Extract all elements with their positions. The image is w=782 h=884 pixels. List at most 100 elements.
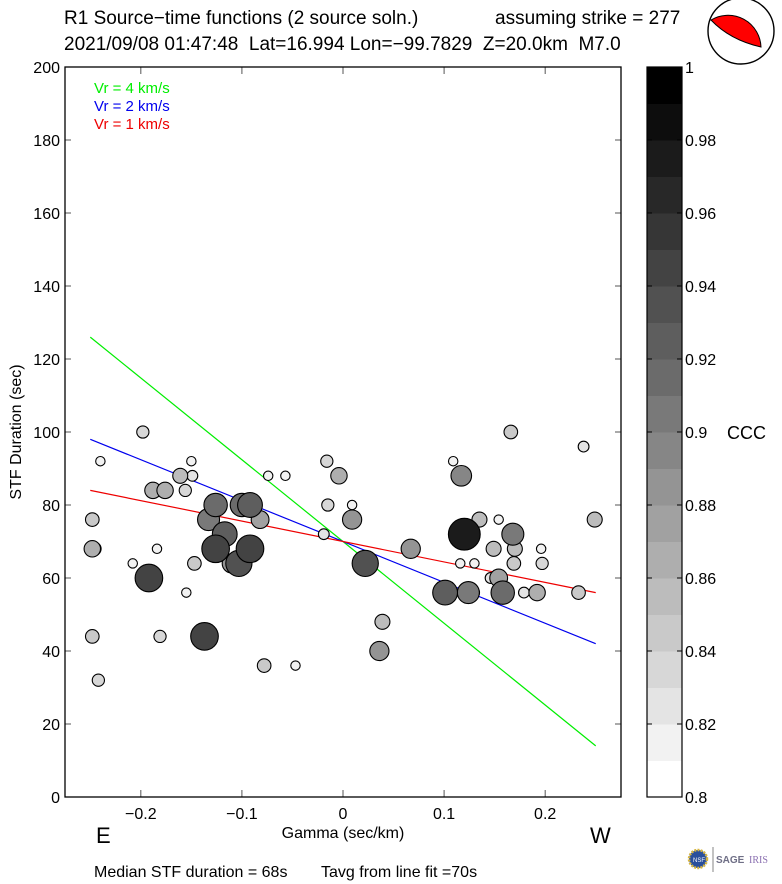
colorbar-band (647, 103, 682, 141)
svg-text:SAGE: SAGE (716, 855, 745, 866)
colorbar-band (647, 687, 682, 725)
sage-iris-logo: NSF SAGE IRIS (687, 847, 768, 872)
x-axis-label: Gamma (sec/km) (282, 825, 405, 842)
x-tick-label: −0.2 (125, 806, 157, 823)
data-point (280, 470, 291, 482)
y-tick-label: 0 (51, 790, 60, 807)
colorbar-band (647, 724, 682, 761)
colorbar-label: CCC (727, 423, 766, 443)
data-point (447, 455, 459, 467)
data-point (172, 467, 189, 484)
data-point (178, 483, 192, 498)
legend-entry: Vr = 2 km/s (94, 98, 170, 115)
data-point (518, 586, 530, 599)
data-points (83, 424, 603, 687)
y-tick-label: 100 (33, 425, 60, 442)
data-point (528, 583, 546, 602)
colorbar-band (647, 760, 682, 798)
y-tick-label: 60 (42, 571, 60, 588)
colorbar-tick-label: 0.92 (685, 352, 716, 369)
data-point (369, 640, 390, 662)
beachball-icon (707, 0, 775, 65)
colorbar-band (647, 213, 682, 250)
colorbar-tick-label: 0.94 (685, 279, 716, 296)
data-point (136, 425, 150, 439)
colorbar-band (647, 322, 682, 360)
colorbar-band (647, 651, 682, 688)
colorbar-tick-label: 0.86 (685, 571, 716, 588)
data-point (84, 512, 100, 527)
y-tick-label: 80 (42, 498, 60, 515)
y-tick-label: 120 (33, 352, 60, 369)
y-tick-label: 140 (33, 279, 60, 296)
data-point (490, 580, 515, 605)
data-point (127, 558, 138, 569)
x-tick-labels: −0.2 −0.1 0 0.1 0.2 (125, 806, 556, 823)
y-tick-label: 180 (33, 133, 60, 150)
strike-label: assuming strike = 277 (495, 8, 681, 29)
x-right-direction-label: W (590, 823, 611, 848)
legend-entry: Vr = 4 km/s (94, 80, 170, 97)
data-point (469, 558, 480, 569)
legend: Vr = 4 km/sVr = 2 km/sVr = 1 km/s (94, 80, 170, 133)
colorbar-band (647, 286, 682, 323)
y-tick-labels: 0 20 40 60 80 100 120 140 160 180 200 (33, 60, 60, 807)
data-point (235, 534, 265, 564)
data-point (447, 517, 481, 551)
x-tick-label: 0.2 (534, 806, 556, 823)
svg-text:NSF: NSF (693, 858, 705, 864)
colorbar-band (647, 432, 682, 469)
colorbar-tick-label: 0.88 (685, 498, 716, 515)
colorbar-band (647, 468, 682, 506)
data-point (203, 492, 228, 518)
data-point (450, 464, 473, 487)
median-duration-text: Median STF duration = 68s (94, 864, 287, 881)
data-point (153, 629, 167, 644)
x-tick-label: 0 (339, 806, 348, 823)
tavg-fit-text: Tavg from line fit =70s (321, 864, 477, 881)
colorbar-tick-label: 0.9 (685, 425, 707, 442)
svg-text:IRIS: IRIS (749, 855, 768, 866)
data-point (262, 470, 274, 482)
chart-title: R1 Source−time functions (2 source soln.… (64, 8, 419, 29)
fit-line (90, 489, 596, 594)
data-point (201, 534, 230, 564)
colorbar-band (647, 249, 682, 287)
data-point (190, 622, 219, 651)
data-point (456, 581, 480, 605)
data-point (151, 543, 163, 555)
data-point (351, 549, 379, 578)
data-point (181, 587, 192, 598)
data-point (95, 455, 106, 467)
data-point (91, 673, 106, 687)
colorbar-band (647, 578, 682, 615)
data-point (83, 540, 102, 558)
colorbar-band (647, 67, 682, 104)
data-point (535, 556, 549, 571)
data-point (134, 563, 164, 593)
data-point (187, 556, 202, 571)
data-point (485, 540, 502, 557)
x-tick-label: 0.1 (433, 806, 455, 823)
data-point (321, 498, 335, 512)
data-point (493, 514, 504, 525)
data-point (571, 585, 586, 600)
data-point (341, 509, 363, 530)
colorbar-tick-label: 0.96 (685, 206, 716, 223)
data-point (503, 424, 519, 440)
data-point (577, 440, 590, 453)
data-point (186, 455, 197, 467)
data-point (586, 511, 603, 528)
data-point (506, 556, 522, 571)
y-tick-label: 40 (42, 644, 60, 661)
colorbar-band (647, 614, 682, 652)
colorbar-band (647, 541, 682, 579)
colorbar-band (647, 176, 682, 214)
data-point (374, 613, 391, 630)
colorbar-tick-label: 0.8 (685, 790, 707, 807)
y-tick-label: 20 (42, 717, 60, 734)
data-point (320, 454, 334, 468)
data-point (455, 558, 466, 569)
y-axis-label: STF Duration (sec) (8, 364, 25, 499)
x-tick-label: −0.1 (226, 806, 258, 823)
